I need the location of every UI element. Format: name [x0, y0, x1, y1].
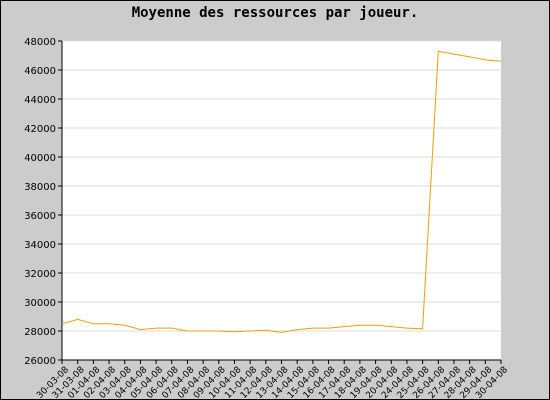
y-tick-label: 42000 [24, 124, 56, 135]
plot-area [62, 41, 501, 360]
chart-title: Moyenne des ressources par joueur. [131, 5, 419, 21]
y-tick-label: 28000 [24, 327, 56, 338]
y-tick-label: 46000 [24, 66, 56, 77]
y-tick-label: 40000 [24, 153, 56, 164]
y-tick-label: 36000 [24, 211, 56, 222]
series-line [61, 50, 502, 333]
y-tick-label: 32000 [24, 269, 56, 280]
y-tick-label: 38000 [24, 182, 56, 193]
x-axis: 30-03-0831-03-0801-04-0802-04-0803-04-08… [35, 360, 510, 400]
grid-lines [62, 40, 501, 361]
y-tick-label: 44000 [24, 95, 56, 106]
y-tick-label: 34000 [24, 240, 56, 251]
y-tick-label: 26000 [24, 356, 56, 367]
y-tick-label: 30000 [24, 298, 56, 309]
y-tick-label: 48000 [24, 37, 56, 48]
y-axis: 26000 28000 30000 32000 34000 36000 38000 40000… [24, 37, 62, 367]
